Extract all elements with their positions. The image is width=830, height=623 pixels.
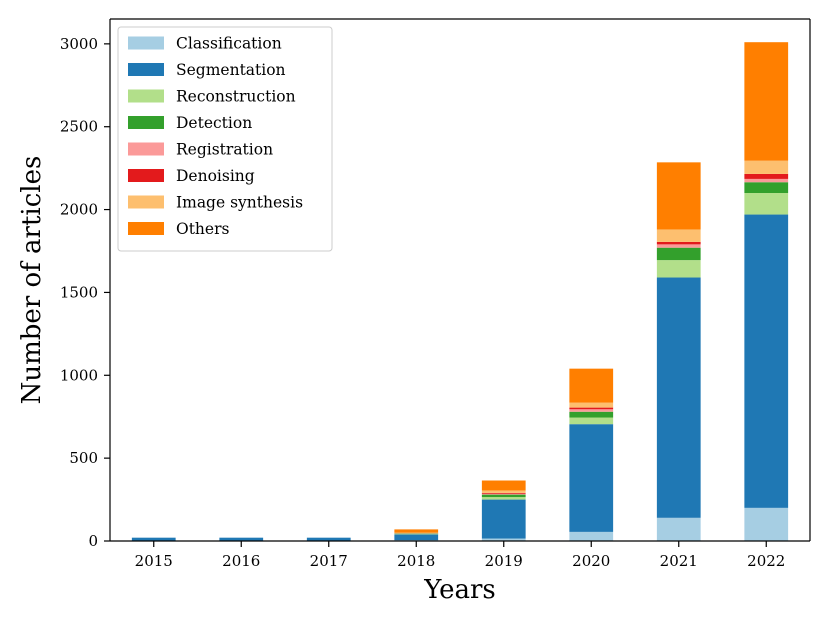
bar-reconstruction-2020 [569, 417, 614, 425]
x-ticks: 2015 2016 2017 2018 2019 2020 2021 2022 [135, 541, 785, 570]
legend-swatch-denoising [128, 169, 164, 182]
x-tick-label: 2015 [135, 552, 173, 570]
legend-label: Reconstruction [176, 88, 296, 106]
bar-others-2021 [656, 162, 701, 230]
x-tick-label: 2020 [572, 552, 610, 570]
y-tick-label: 2500 [60, 118, 98, 136]
legend-items: Classification Segmentation Reconstruction… [128, 35, 303, 238]
bar-segmentation-2021 [656, 277, 701, 518]
bar-others-2018 [394, 529, 439, 533]
bar-registration-2019 [481, 493, 526, 495]
legend-swatch-registration [128, 142, 164, 156]
legend-swatch-classification [128, 36, 164, 50]
y-tick-label: 1500 [60, 283, 98, 301]
legend-swatch-reconstruction [128, 89, 164, 103]
bar-others-2019 [481, 480, 526, 491]
legend-swatch-detection [128, 116, 164, 129]
legend-swatch-others [128, 222, 164, 235]
bar-detection-2019 [481, 494, 526, 498]
legend-label: Denoising [176, 167, 255, 185]
legend-label: Others [176, 220, 230, 238]
legend-swatch-segmentation [128, 63, 164, 76]
y-ticks: 0 500 1000 1500 2000 2500 3000 [60, 35, 110, 550]
legend-label: Registration [176, 141, 273, 159]
x-tick-label: 2017 [310, 552, 348, 570]
legend-label: Detection [176, 114, 252, 132]
x-tick-label: 2016 [222, 552, 260, 570]
x-tick-label: 2022 [747, 552, 785, 570]
bar-reconstruction-2021 [656, 260, 701, 278]
y-tick-label: 0 [88, 532, 98, 550]
x-tick-label: 2021 [660, 552, 698, 570]
x-axis-title: Years [423, 575, 496, 605]
bar-image-synthesis-2022 [744, 160, 789, 174]
bars-group [131, 42, 789, 541]
legend: Classification Segmentation Reconstruction… [117, 26, 333, 252]
bar-detection-2021 [656, 247, 701, 261]
bar-registration-2020 [569, 409, 614, 412]
y-tick-label: 3000 [60, 35, 98, 53]
bar-classification-2022 [744, 507, 789, 541]
bar-image-synthesis-2021 [656, 229, 701, 242]
y-tick-label: 2000 [60, 201, 98, 219]
bar-others-2022 [744, 42, 789, 161]
bar-segmentation-2017 [306, 537, 351, 541]
bar-reconstruction-2022 [744, 193, 789, 215]
bar-denoising-2020 [569, 407, 614, 410]
legend-label: Classification [176, 35, 282, 53]
legend-label: Image synthesis [176, 194, 303, 212]
y-axis-title: Number of articles [17, 156, 47, 405]
bar-segmentation-2015 [131, 537, 176, 541]
bar-classification-2019 [481, 538, 526, 541]
legend-swatch-image-synthesis [128, 195, 164, 209]
bar-classification-2020 [569, 531, 614, 541]
bar-detection-2022 [744, 182, 789, 193]
bar-registration-2021 [656, 244, 701, 248]
y-tick-label: 500 [69, 449, 98, 467]
bar-registration-2022 [744, 178, 789, 183]
bar-classification-2021 [656, 517, 701, 541]
bar-denoising-2022 [744, 173, 789, 179]
bar-image-synthesis-2020 [569, 402, 614, 408]
bar-others-2020 [569, 368, 614, 403]
y-tick-label: 1000 [60, 366, 98, 384]
bar-reconstruction-2019 [481, 497, 526, 500]
bar-denoising-2021 [656, 241, 701, 245]
legend-frame [117, 26, 333, 252]
bar-segmentation-2016 [219, 537, 264, 541]
legend-label: Segmentation [176, 61, 286, 79]
bar-denoising-2019 [481, 492, 526, 494]
x-tick-label: 2019 [485, 552, 523, 570]
axes [109, 18, 811, 542]
bar-detection-2020 [569, 411, 614, 418]
bar-segmentation-2020 [569, 424, 614, 532]
x-tick-label: 2018 [397, 552, 435, 570]
bar-segmentation-2022 [744, 214, 789, 508]
bar-segmentation-2018 [394, 534, 439, 541]
bar-segmentation-2019 [481, 499, 526, 539]
bar-image-synthesis-2019 [481, 490, 526, 493]
